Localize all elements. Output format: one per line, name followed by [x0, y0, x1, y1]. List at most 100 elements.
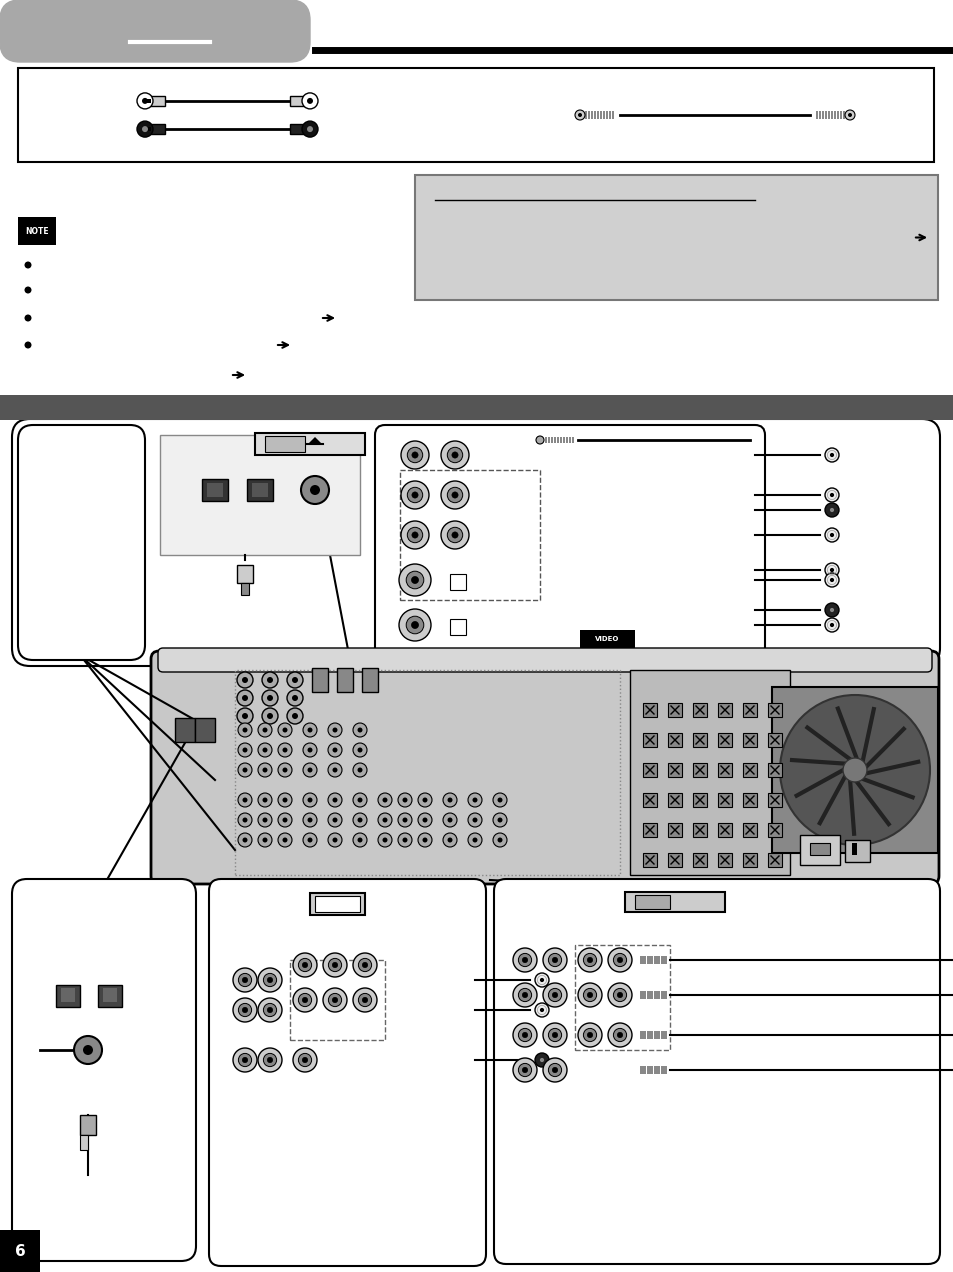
- Circle shape: [257, 763, 272, 777]
- Circle shape: [440, 522, 469, 550]
- Bar: [643, 957, 646, 964]
- Circle shape: [613, 1028, 626, 1042]
- Circle shape: [517, 1063, 531, 1076]
- Circle shape: [517, 988, 531, 1001]
- Bar: [718, 854, 731, 868]
- Bar: [654, 1032, 657, 1039]
- Bar: [608, 111, 611, 120]
- Bar: [692, 733, 706, 747]
- Bar: [643, 1066, 646, 1074]
- Circle shape: [236, 672, 253, 688]
- Circle shape: [442, 792, 456, 806]
- Circle shape: [377, 833, 392, 847]
- Bar: [827, 111, 830, 120]
- Bar: [657, 957, 659, 964]
- Circle shape: [257, 1048, 282, 1072]
- Bar: [660, 1066, 663, 1074]
- Circle shape: [328, 743, 341, 757]
- Bar: [643, 1032, 646, 1039]
- Bar: [18, 218, 56, 245]
- Circle shape: [257, 722, 272, 736]
- Bar: [160, 435, 359, 555]
- Bar: [742, 703, 757, 717]
- Circle shape: [829, 508, 833, 513]
- Circle shape: [397, 833, 412, 847]
- Circle shape: [267, 714, 273, 719]
- Bar: [742, 823, 757, 837]
- Circle shape: [303, 722, 316, 736]
- Bar: [639, 1032, 642, 1039]
- Circle shape: [613, 988, 626, 1001]
- Polygon shape: [309, 438, 320, 443]
- Bar: [664, 1066, 667, 1074]
- Circle shape: [472, 818, 477, 823]
- Circle shape: [293, 953, 316, 977]
- Bar: [236, 565, 253, 583]
- Circle shape: [552, 1033, 558, 1038]
- Bar: [692, 823, 706, 837]
- Circle shape: [412, 492, 417, 499]
- Circle shape: [398, 563, 431, 597]
- Circle shape: [578, 948, 601, 972]
- FancyBboxPatch shape: [0, 0, 310, 62]
- Bar: [254, 432, 365, 455]
- Bar: [767, 763, 781, 777]
- Circle shape: [472, 837, 477, 842]
- Circle shape: [535, 1053, 548, 1067]
- Circle shape: [539, 1058, 543, 1062]
- Circle shape: [292, 695, 297, 701]
- Bar: [660, 1032, 663, 1039]
- Circle shape: [307, 748, 313, 753]
- Bar: [336, 668, 353, 692]
- Circle shape: [267, 1057, 273, 1062]
- Circle shape: [472, 798, 477, 803]
- Bar: [742, 854, 757, 868]
- Circle shape: [377, 792, 392, 806]
- Circle shape: [517, 1028, 531, 1042]
- Circle shape: [267, 677, 273, 683]
- Bar: [290, 960, 385, 1040]
- Circle shape: [613, 954, 626, 967]
- Bar: [314, 895, 359, 912]
- Bar: [809, 843, 829, 855]
- Bar: [767, 792, 781, 806]
- Circle shape: [293, 988, 316, 1013]
- Circle shape: [578, 983, 601, 1007]
- Circle shape: [262, 837, 267, 842]
- Circle shape: [74, 1035, 102, 1063]
- Bar: [56, 985, 80, 1007]
- Circle shape: [539, 978, 543, 982]
- Bar: [646, 1032, 649, 1039]
- Circle shape: [262, 709, 277, 724]
- Circle shape: [307, 837, 313, 842]
- Circle shape: [357, 748, 362, 753]
- Circle shape: [353, 722, 367, 736]
- Circle shape: [262, 689, 277, 706]
- Circle shape: [575, 109, 584, 120]
- Circle shape: [829, 608, 833, 612]
- Bar: [667, 792, 681, 806]
- Circle shape: [262, 798, 267, 803]
- Bar: [557, 438, 558, 443]
- Circle shape: [493, 792, 506, 806]
- Circle shape: [522, 1033, 527, 1038]
- Circle shape: [447, 448, 462, 463]
- Bar: [667, 763, 681, 777]
- Circle shape: [302, 963, 307, 968]
- Bar: [450, 574, 465, 590]
- Circle shape: [607, 1023, 631, 1047]
- Bar: [742, 733, 757, 747]
- Circle shape: [357, 728, 362, 733]
- Circle shape: [302, 1057, 307, 1062]
- Circle shape: [242, 714, 248, 719]
- Bar: [599, 111, 602, 120]
- Circle shape: [257, 999, 282, 1021]
- Circle shape: [298, 958, 312, 972]
- Bar: [565, 438, 567, 443]
- Bar: [639, 957, 642, 964]
- Circle shape: [824, 488, 838, 502]
- Circle shape: [307, 728, 313, 733]
- Text: VIDEO: VIDEO: [594, 636, 618, 642]
- Circle shape: [242, 728, 247, 733]
- Bar: [310, 893, 365, 915]
